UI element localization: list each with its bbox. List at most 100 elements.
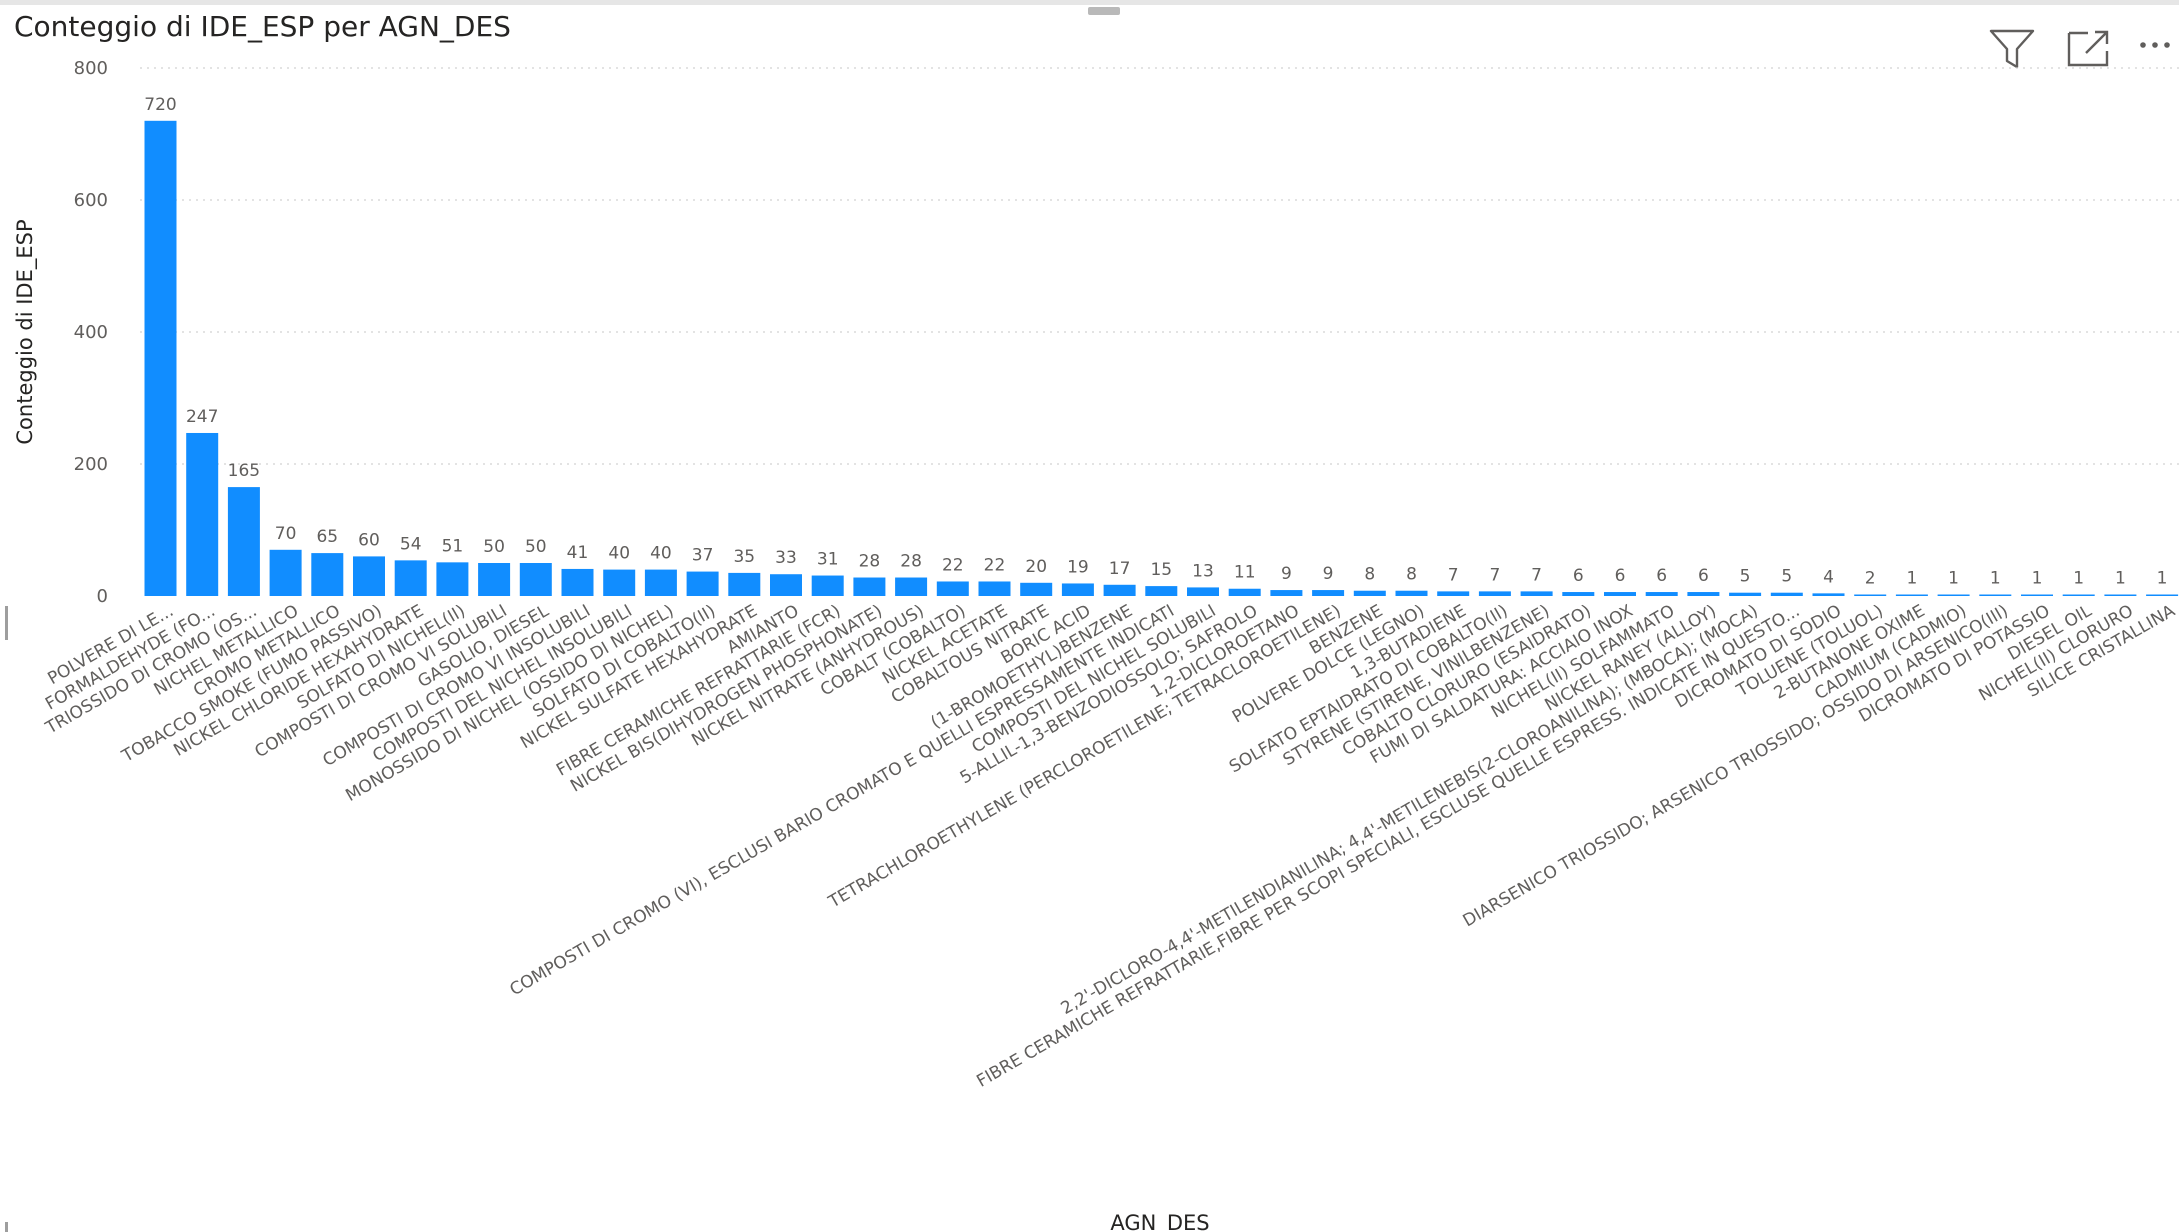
bar[interactable]: [811, 575, 844, 596]
bar[interactable]: [728, 572, 761, 596]
bar[interactable]: [603, 569, 636, 596]
bar[interactable]: [519, 563, 552, 596]
data-label: 5: [1781, 567, 1792, 587]
data-label: 22: [942, 555, 964, 575]
bar[interactable]: [1145, 586, 1178, 596]
data-label: 1: [2073, 569, 2084, 589]
bar[interactable]: [1478, 591, 1511, 596]
data-label: 50: [483, 537, 505, 557]
data-label: 70: [275, 524, 297, 544]
bar[interactable]: [1895, 594, 1928, 597]
y-axis-title: Conteggio di IDE_ESP: [13, 219, 38, 444]
data-label: 9: [1323, 564, 1334, 584]
bar[interactable]: [936, 581, 969, 596]
bar[interactable]: [436, 562, 469, 596]
bar[interactable]: [2062, 594, 2095, 597]
data-label: 22: [984, 555, 1006, 575]
data-label: 4: [1823, 567, 1834, 587]
data-label: 33: [775, 548, 797, 568]
bar[interactable]: [1437, 591, 1470, 596]
y-tick-label: 200: [74, 454, 108, 475]
bar[interactable]: [1770, 592, 1803, 596]
visual-resize-handle[interactable]: [5, 606, 8, 640]
data-label: 54: [400, 534, 422, 554]
bar[interactable]: [1812, 593, 1845, 596]
bar[interactable]: [1395, 590, 1428, 596]
data-label: 165: [228, 461, 260, 481]
data-label: 40: [650, 544, 672, 564]
data-label: 15: [1150, 560, 1172, 580]
x-axis-title: AGN_DES: [1110, 1211, 1209, 1232]
chart-title: Conteggio di IDE_ESP per AGN_DES: [14, 10, 511, 43]
bar[interactable]: [2146, 594, 2179, 597]
bar[interactable]: [1937, 594, 1970, 597]
bar[interactable]: [1020, 582, 1053, 596]
data-label: 60: [358, 530, 380, 550]
bar[interactable]: [644, 569, 677, 596]
data-label: 7: [1531, 565, 1542, 585]
filter-icon[interactable]: [1988, 26, 2036, 72]
bar[interactable]: [2021, 594, 2053, 597]
data-label: 1: [2115, 569, 2126, 589]
bar[interactable]: [394, 560, 427, 596]
data-label: 6: [1573, 566, 1584, 586]
data-label: 65: [316, 527, 338, 547]
data-label: 7: [1489, 565, 1500, 585]
bar[interactable]: [1729, 592, 1762, 596]
bar[interactable]: [269, 549, 302, 596]
visual-drag-grip[interactable]: [1088, 7, 1120, 15]
data-label: 720: [144, 95, 176, 115]
data-label: 1: [1948, 569, 1959, 589]
bar[interactable]: [1854, 594, 1887, 597]
data-label: 35: [733, 547, 755, 567]
bar[interactable]: [1520, 591, 1553, 596]
y-tick-label: 800: [74, 58, 108, 79]
data-label: 6: [1698, 566, 1709, 586]
bar[interactable]: [1645, 592, 1678, 596]
data-label: 6: [1615, 566, 1626, 586]
focus-mode-icon[interactable]: [2066, 26, 2114, 72]
data-label: 31: [817, 550, 839, 570]
bar[interactable]: [1187, 587, 1219, 596]
data-label: 50: [525, 537, 547, 557]
bar[interactable]: [311, 553, 344, 596]
y-tick-label: 400: [74, 322, 108, 343]
data-label: 19: [1067, 557, 1089, 577]
data-label: 37: [692, 546, 714, 566]
bar[interactable]: [186, 432, 219, 596]
bar[interactable]: [1312, 590, 1345, 596]
bar[interactable]: [1061, 583, 1094, 596]
bar[interactable]: [1604, 592, 1636, 596]
data-label: 1: [1990, 569, 2001, 589]
y-tick-label: 0: [97, 586, 108, 607]
bar[interactable]: [1562, 592, 1595, 596]
bar[interactable]: [895, 577, 928, 596]
bar[interactable]: [1228, 588, 1261, 596]
bar[interactable]: [853, 577, 886, 596]
bar[interactable]: [2104, 594, 2137, 597]
data-label: 51: [442, 536, 464, 556]
bar[interactable]: [1103, 584, 1136, 596]
data-label: 247: [186, 407, 218, 427]
bar[interactable]: [1353, 590, 1386, 596]
bar[interactable]: [1270, 590, 1303, 596]
data-label: 6: [1656, 566, 1667, 586]
bar[interactable]: [144, 120, 177, 597]
data-label: 5: [1740, 567, 1751, 587]
more-options-icon[interactable]: [2136, 26, 2178, 72]
data-label: 2: [1865, 569, 1876, 589]
bar[interactable]: [227, 487, 260, 596]
bar[interactable]: [978, 581, 1011, 596]
bar[interactable]: [1687, 592, 1720, 596]
bar[interactable]: [770, 574, 802, 596]
visual-resize-handle-bottom[interactable]: [5, 1222, 8, 1232]
bar[interactable]: [478, 563, 511, 596]
data-label: 13: [1192, 561, 1214, 581]
bar[interactable]: [561, 568, 594, 596]
bar[interactable]: [686, 571, 719, 596]
bar[interactable]: [1979, 594, 2012, 597]
data-label: 9: [1281, 564, 1292, 584]
visual-top-border: [0, 0, 2179, 5]
bar[interactable]: [353, 556, 385, 596]
